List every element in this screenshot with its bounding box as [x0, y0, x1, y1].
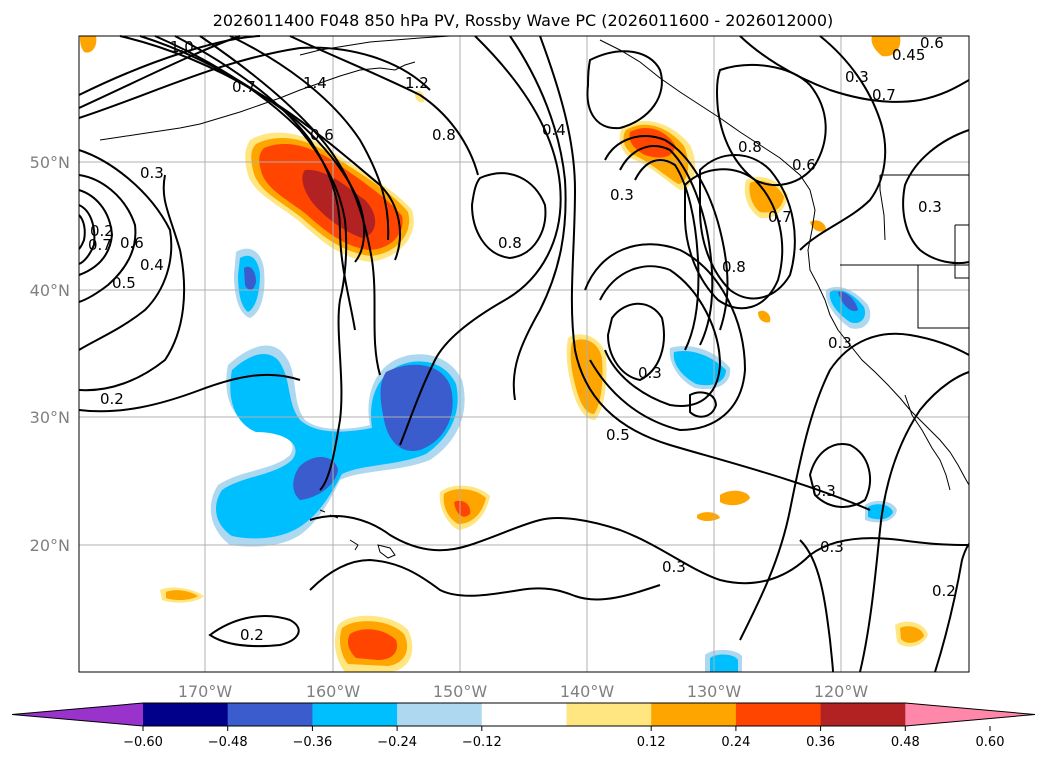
- colorbar-segment: [312, 703, 398, 726]
- longitude-labels: 170°W 160°W 150°W 140°W 130°W 120°W: [178, 682, 869, 701]
- colorbar-tick-label: 0.12: [637, 735, 666, 750]
- anomaly-neg-core: [380, 364, 453, 451]
- anomaly-neg-small-3c: [838, 291, 858, 312]
- contour-label: 0.3: [820, 538, 844, 556]
- contour-label: 0.5: [112, 274, 136, 292]
- colorbar-tick-label: −0.60: [123, 735, 163, 750]
- anomaly-neg-small-2b: [673, 350, 726, 386]
- contour-label: 0.3: [140, 164, 164, 182]
- anomaly-pos-6b: [749, 180, 784, 213]
- colorbar: −0.60 −0.48 −0.36 −0.24 −0.12 0.12 0.24 0.36 0.4…: [11, 702, 1036, 750]
- contour-label: 0.7: [88, 236, 112, 254]
- anomaly-neg-core-2: [293, 456, 338, 500]
- anomaly-pos-5c: [454, 500, 471, 517]
- figure-title: 2026011400 F048 850 hPa PV, Rossby Wave …: [213, 11, 834, 30]
- contour-label: 0.3: [828, 334, 852, 352]
- contour-label: 0.45: [892, 46, 925, 64]
- contour-label: 1.0: [170, 38, 194, 56]
- anomaly-neg-small-5b: [710, 654, 738, 672]
- contour-label: 0.6: [120, 234, 144, 252]
- contour-label: 0.2: [100, 390, 124, 408]
- contour-label: 0.5: [606, 426, 630, 444]
- anomaly-pos-12b: [900, 626, 924, 643]
- colorbar-tick-label: −0.24: [377, 735, 417, 750]
- contour-label: 0.7: [232, 78, 256, 96]
- colorbar-extend-min: [12, 703, 143, 726]
- contour-label: 0.8: [432, 126, 456, 144]
- anomaly-pos-8: [80, 36, 97, 53]
- colorbar-tick-label: −0.48: [208, 735, 248, 750]
- anomaly-pos-4c: [348, 629, 398, 660]
- contour-label: 0.3: [638, 364, 662, 382]
- contour-label: 1.4: [303, 74, 327, 92]
- contour-label: 0.7: [872, 86, 896, 104]
- latitude-labels: 50°N 40°N 30°N 20°N: [30, 153, 70, 555]
- lon-label: 170°W: [178, 682, 233, 701]
- pv-contours: [78, 35, 970, 673]
- contour-label: 0.3: [812, 482, 836, 500]
- contour-label: 0.6: [920, 34, 944, 52]
- contour-label: 0.6: [310, 126, 334, 144]
- colorbar-segment: [735, 703, 822, 726]
- lon-label: 120°W: [814, 682, 869, 701]
- anomaly-neg-small-1c: [244, 266, 256, 290]
- colorbar-segment: [820, 703, 906, 726]
- lon-label: 130°W: [687, 682, 742, 701]
- anomaly-pos-14: [810, 220, 826, 232]
- colorbar-segment: [143, 703, 229, 726]
- colorbar-segment: [566, 703, 652, 726]
- colorbar-tick-label: 0.60: [976, 735, 1005, 750]
- contour-label: 0.4: [140, 256, 164, 274]
- anomaly-pos-core: [302, 169, 376, 238]
- contour-label: 0.3: [610, 186, 634, 204]
- anomaly-pos-13: [758, 310, 771, 323]
- colorbar-tick-label: 0.48: [891, 735, 920, 750]
- anomaly-pos-9b: [166, 590, 198, 601]
- contour-labels: 1.0 0.7 1.4 1.2 0.6 0.8 0.4 0.3 0.8 0.8 …: [88, 34, 956, 644]
- colorbar-segment: [651, 703, 737, 726]
- colorbar-tick-label: 0.36: [806, 735, 835, 750]
- contour-label: 0.4: [542, 121, 566, 139]
- anomaly-pos-7: [871, 36, 901, 57]
- contour-label: 0.8: [498, 234, 522, 252]
- shaded-anomalies: [80, 36, 928, 672]
- colorbar-segment: [481, 703, 567, 726]
- contour-label: 0.2: [240, 626, 264, 644]
- colorbar-segment: [397, 703, 483, 726]
- contour-label: 1.2: [405, 74, 429, 92]
- lat-label: 20°N: [30, 536, 70, 555]
- contour-label: 0.2: [90, 222, 114, 240]
- colorbar-tick-label: 0.24: [721, 735, 750, 750]
- contour-label: 0.7: [768, 208, 792, 226]
- lon-label: 140°W: [560, 682, 615, 701]
- colorbar-tick-label: −0.12: [462, 735, 502, 750]
- map-grid: [79, 36, 969, 672]
- contour-label: 0.3: [918, 198, 942, 216]
- coastlines: [99, 35, 970, 559]
- contour-label: 0.8: [722, 258, 746, 276]
- anomaly-neg-small-4b: [868, 504, 893, 520]
- map-panel: 1.0 0.7 1.4 1.2 0.6 0.8 0.4 0.3 0.8 0.8 …: [78, 34, 970, 673]
- colorbar-extend-max: [905, 703, 1035, 726]
- colorbar-tick-label: −0.36: [292, 735, 332, 750]
- lat-label: 40°N: [30, 281, 70, 300]
- contour-label: 0.3: [845, 68, 869, 86]
- lon-label: 150°W: [433, 682, 488, 701]
- contour-label: 0.6: [792, 156, 816, 174]
- contour-label: 0.2: [932, 582, 956, 600]
- lon-label: 160°W: [306, 682, 361, 701]
- lat-label: 50°N: [30, 153, 70, 172]
- contour-label: 0.3: [662, 558, 686, 576]
- colorbar-segment: [227, 703, 313, 726]
- lat-label: 30°N: [30, 408, 70, 427]
- anomaly-pos-10: [720, 490, 750, 506]
- contour-label: 0.8: [738, 138, 762, 156]
